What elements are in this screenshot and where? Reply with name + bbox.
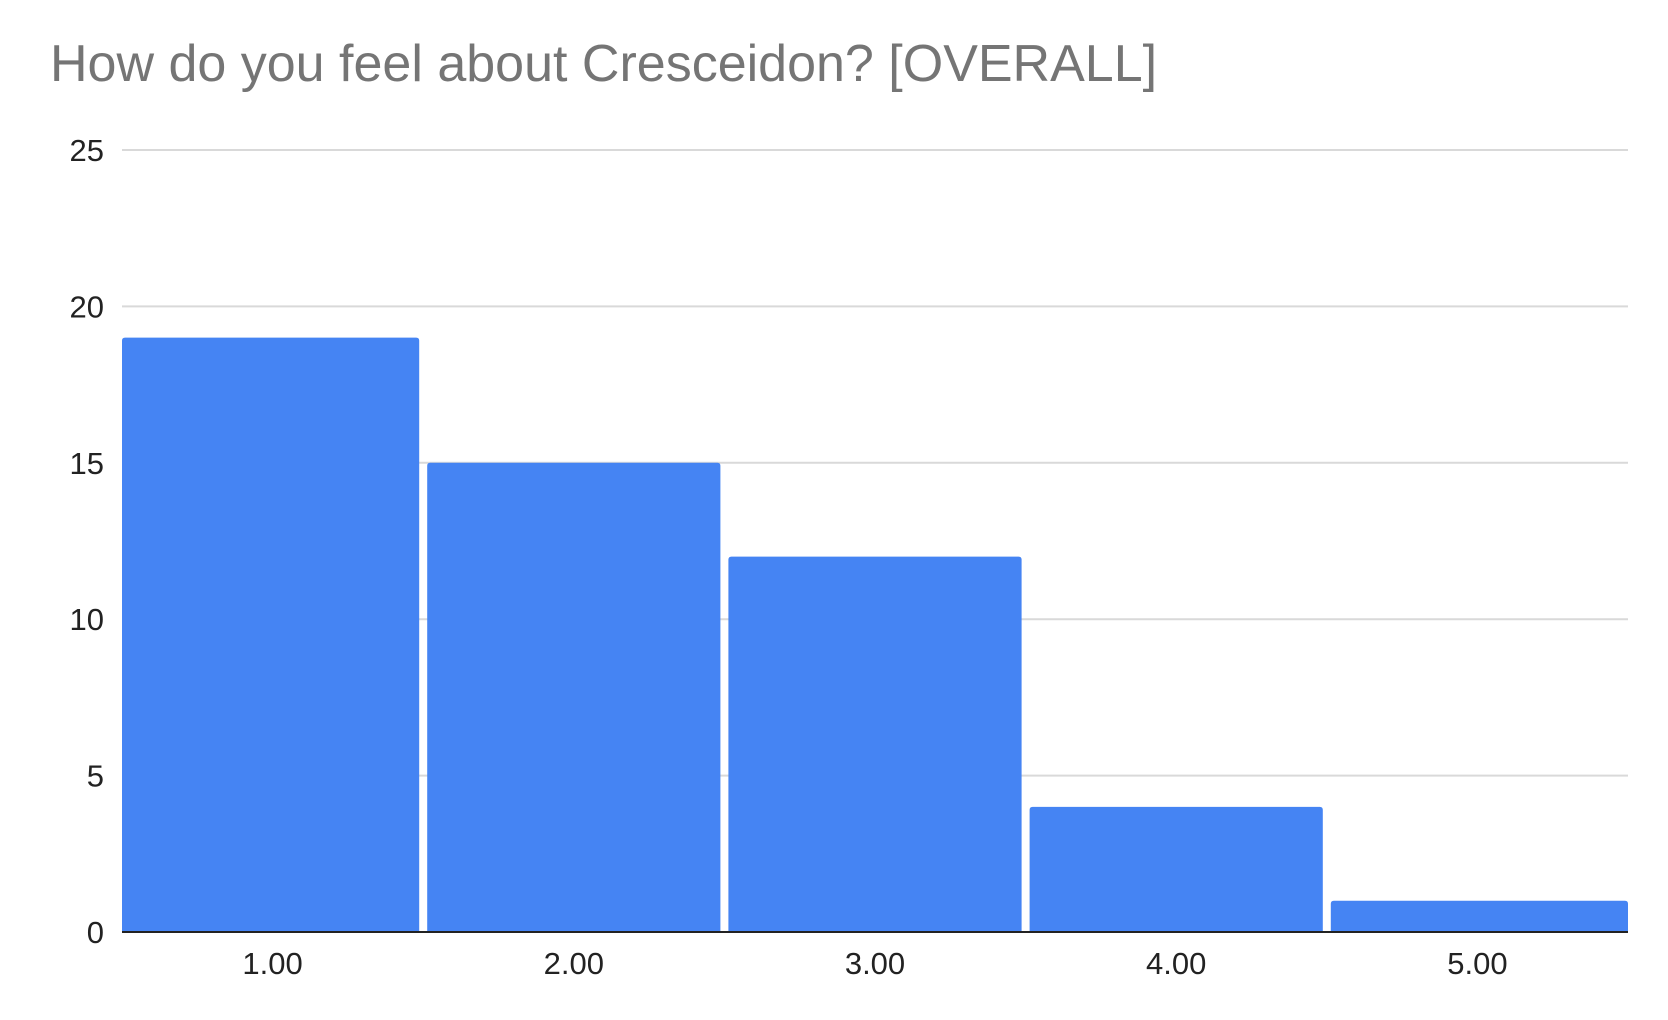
y-tick-label: 10 (70, 602, 104, 637)
bar-2.00 (427, 462, 721, 932)
x-tick-label: 1.00 (242, 946, 302, 981)
x-tick-label: 4.00 (1146, 946, 1206, 981)
y-tick-label: 25 (70, 133, 104, 168)
bars (122, 337, 1628, 932)
bar-1.00 (122, 337, 420, 932)
y-axis-ticks: 0 5 10 15 20 25 (70, 133, 104, 950)
x-tick-label: 5.00 (1447, 946, 1507, 981)
y-tick-label: 0 (87, 915, 104, 950)
bar-3.00 (728, 556, 1022, 932)
x-axis-ticks: 1.00 2.00 3.00 4.00 5.00 (242, 946, 1507, 981)
bar-5.00 (1330, 900, 1628, 932)
x-tick-label: 3.00 (845, 946, 905, 981)
bar-4.00 (1029, 806, 1323, 932)
y-tick-label: 20 (70, 289, 104, 324)
chart-title: How do you feel about Cresceidon? [OVERA… (50, 35, 1158, 93)
y-tick-label: 15 (70, 446, 104, 481)
x-tick-label: 2.00 (544, 946, 604, 981)
y-tick-label: 5 (87, 759, 104, 794)
